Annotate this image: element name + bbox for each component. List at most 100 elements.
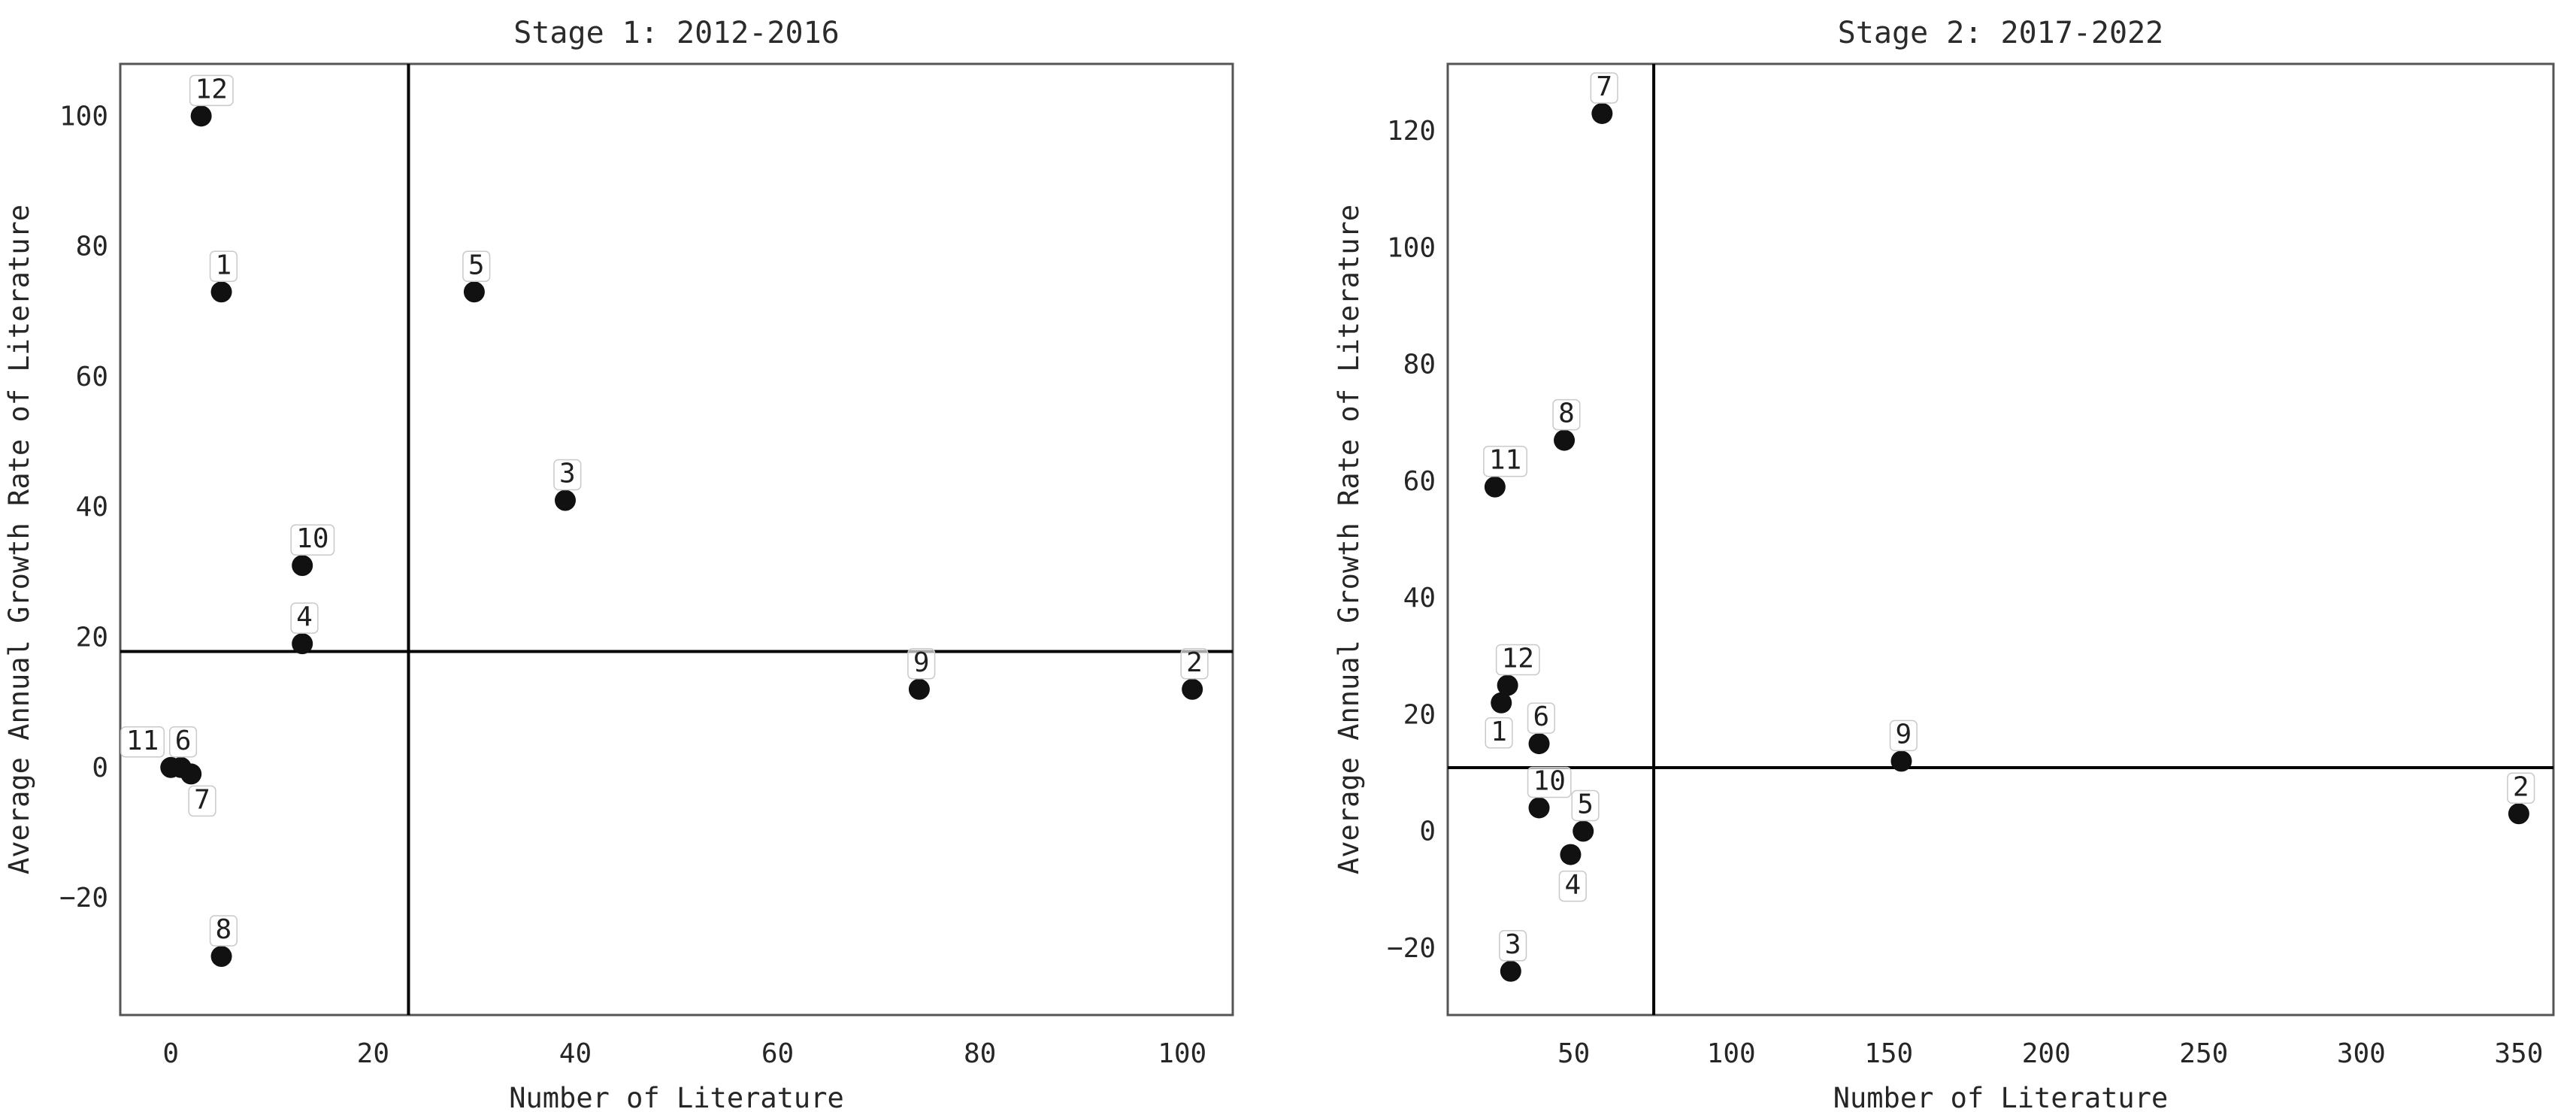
y-tick-label: −20	[1387, 933, 1436, 964]
data-point-4	[1560, 844, 1582, 865]
point-label-text: 4	[296, 601, 313, 632]
point-label-8: 8	[209, 914, 238, 947]
point-label-5: 5	[1571, 789, 1600, 822]
data-point-12	[1497, 674, 1518, 696]
axes-frame	[119, 62, 1234, 1017]
point-label-box	[1527, 766, 1572, 798]
point-label-text: 12	[1502, 644, 1534, 674]
point-label-9: 9	[1889, 719, 1918, 752]
point-label-12: 12	[189, 74, 234, 107]
point-label-box	[120, 726, 165, 758]
y-axis-label: Average Annual Growth Rate of Literature	[1333, 205, 1365, 874]
point-label-text: 3	[559, 459, 576, 489]
data-point-6	[1528, 733, 1550, 755]
point-label-box	[189, 74, 234, 107]
x-tick-label: 250	[2179, 1038, 2228, 1069]
axes-frame	[1446, 62, 2555, 1017]
chart-title: Stage 2: 2017-2022	[1838, 16, 2163, 50]
point-label-box	[1485, 717, 1513, 749]
point-label-3: 3	[553, 459, 582, 491]
y-tick-label: 60	[76, 362, 108, 392]
x-axis-label: Number of Literature	[509, 1082, 844, 1112]
data-point-10	[1528, 797, 1550, 819]
chart-title: Stage 1: 2012-2016	[513, 16, 839, 50]
point-label-box	[188, 785, 216, 817]
y-tick-label: 100	[1387, 232, 1436, 263]
data-point-2	[1182, 678, 1203, 700]
point-label-text: 6	[175, 726, 192, 756]
point-label-box	[1590, 72, 1618, 104]
point-label-text: 2	[1186, 647, 1203, 678]
x-tick-label: 80	[964, 1038, 996, 1069]
data-point-1	[210, 281, 232, 303]
x-axis-label: Number of Literature	[1833, 1082, 2169, 1112]
point-label-text: 7	[194, 784, 210, 815]
point-label-10: 10	[290, 523, 335, 556]
y-axis-label: Average Annual Growth Rate of Literature	[3, 205, 35, 874]
point-label-box	[1889, 720, 1918, 752]
data-point-7	[1591, 102, 1613, 124]
point-label-text: 8	[1558, 398, 1575, 429]
point-label-box	[553, 459, 582, 491]
point-label-11: 11	[120, 726, 165, 758]
point-label-box	[462, 250, 491, 283]
point-label-text: 5	[468, 250, 485, 280]
y-tick-label: 20	[76, 622, 108, 653]
point-label-box	[1552, 398, 1581, 431]
y-tick-label: 40	[1403, 583, 1436, 614]
data-point-9	[1890, 750, 1912, 772]
point-label-text: 12	[195, 74, 228, 105]
data-point-8	[210, 946, 232, 968]
data-point-8	[1554, 429, 1576, 451]
data-point-1	[1491, 692, 1512, 714]
stage2-scatter-plot: Stage 2: 2017-2022 Number of Literature …	[1333, 16, 2555, 1112]
x-tick-label: 50	[1557, 1038, 1590, 1069]
y-tick-label: 60	[1403, 466, 1436, 497]
point-label-9: 9	[907, 647, 936, 680]
point-label-text: 8	[216, 914, 232, 945]
data-point-5	[463, 281, 485, 303]
x-tick-label: 300	[2337, 1038, 2386, 1069]
plot-area: 50 100 150 200 250 300 350−2002040608010012012…	[1387, 62, 2555, 1069]
data-point-4	[292, 633, 313, 655]
x-tick-label: 40	[559, 1038, 592, 1069]
point-label-box	[290, 602, 319, 634]
y-tick-label: 80	[76, 232, 108, 262]
point-label-box	[2507, 772, 2535, 804]
data-point-5	[1573, 820, 1594, 842]
point-label-4: 4	[1558, 870, 1587, 902]
x-tick-label: 0	[162, 1038, 179, 1069]
data-point-12	[190, 105, 212, 127]
point-label-text: 1	[1491, 717, 1507, 747]
data-point-9	[908, 678, 930, 700]
point-label-2: 2	[1180, 647, 1209, 680]
point-label-8: 8	[1552, 398, 1581, 431]
y-tick-label: 40	[76, 492, 108, 523]
y-tick-label: 20	[1403, 699, 1436, 730]
data-point-11	[160, 756, 182, 778]
data-point-3	[1500, 960, 1521, 982]
point-label-text: 6	[1533, 701, 1550, 732]
data-point-10	[292, 555, 313, 577]
point-label-text: 2	[2513, 771, 2529, 802]
point-label-box	[1483, 445, 1527, 477]
y-tick-label: 100	[59, 101, 108, 132]
x-tick-label: 20	[357, 1038, 389, 1069]
point-label-1: 1	[1485, 717, 1513, 749]
point-label-text: 10	[296, 523, 328, 554]
plot-area: 0 20 40 60 80 100−200204060801001234567891011…	[59, 62, 1234, 1069]
y-tick-label: 120	[1387, 116, 1436, 147]
point-label-text: 9	[913, 647, 930, 678]
point-label-box	[290, 524, 335, 556]
y-tick-label: 80	[1403, 350, 1436, 380]
point-label-box	[1558, 870, 1587, 902]
stage1-scatter-plot: Stage 1: 2012-2016 Number of Literature …	[3, 16, 1234, 1112]
point-label-text: 10	[1533, 765, 1566, 796]
x-tick-label: 200	[2022, 1038, 2071, 1069]
point-label-text: 7	[1596, 71, 1612, 102]
x-tick-label: 60	[761, 1038, 794, 1069]
point-label-12: 12	[1495, 644, 1540, 676]
point-label-text: 4	[1564, 870, 1581, 901]
data-point-11	[1484, 476, 1506, 498]
